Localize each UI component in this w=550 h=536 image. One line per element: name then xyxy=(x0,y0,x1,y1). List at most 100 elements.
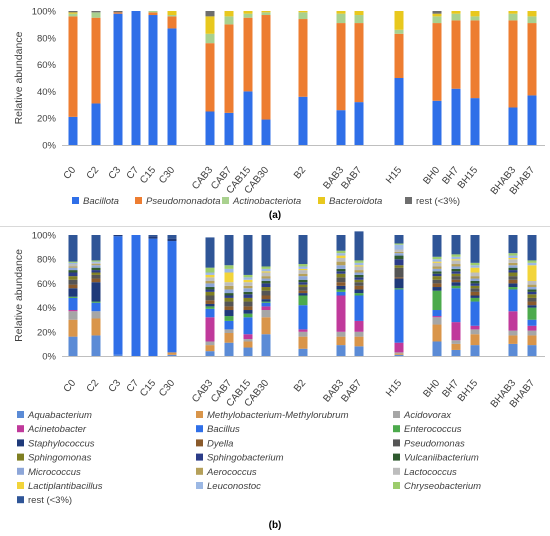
bar-segment xyxy=(68,288,78,297)
bar-segment xyxy=(394,29,404,34)
bar-segment xyxy=(205,317,215,342)
y-tick-label: 40% xyxy=(37,87,57,98)
bar-segment xyxy=(261,299,271,302)
x-tick-label: BAB7 xyxy=(339,165,364,192)
bar-segment xyxy=(167,28,177,146)
bar-segment xyxy=(354,336,364,347)
bar-segment xyxy=(432,100,442,145)
bar-segment xyxy=(336,23,346,111)
bar-segment xyxy=(451,322,461,341)
bar-segment xyxy=(148,15,158,145)
x-tick-label: C2 xyxy=(85,378,102,395)
bar-segment xyxy=(336,255,346,258)
bar-segment xyxy=(298,11,308,13)
bar-segment xyxy=(68,116,78,145)
bar-segment xyxy=(470,20,480,99)
bar-segment xyxy=(205,274,215,278)
legend-label: Aquabacterium xyxy=(27,410,92,421)
bar-segment xyxy=(451,11,461,14)
bar-segment xyxy=(336,291,346,296)
bar-segment xyxy=(298,273,308,277)
bar-segment xyxy=(470,345,480,356)
legend-label: Staphylococcus xyxy=(28,438,95,449)
bar-segment xyxy=(527,23,537,96)
bar-segment xyxy=(394,253,404,256)
legend-label: Dyella xyxy=(207,438,233,449)
legend-swatch xyxy=(17,467,24,475)
bar-segment xyxy=(394,255,404,260)
legend-label: Enterococcus xyxy=(404,424,462,435)
bar-segment xyxy=(336,331,346,337)
chart-panel-b: 0% 20% 40% 60% 80% 100% Relative abundance C0 C2… xyxy=(13,231,545,531)
bar-segment xyxy=(527,265,537,281)
bar-segment xyxy=(432,276,442,280)
bar-segment xyxy=(451,340,461,344)
x-tick-label: C3 xyxy=(107,165,124,182)
bar-segment xyxy=(113,13,123,146)
bar-segment xyxy=(68,279,78,285)
bar-segment xyxy=(68,266,78,268)
bar-segment xyxy=(451,259,461,261)
x-tick-label: C0 xyxy=(62,378,79,395)
bar-segment xyxy=(432,11,442,14)
bar-segment xyxy=(167,352,177,355)
legend-label: Micrococcus xyxy=(28,467,81,478)
bar-segment xyxy=(470,295,480,298)
bar-segment xyxy=(167,241,177,353)
bar-segment xyxy=(298,276,308,280)
bar-segment xyxy=(432,279,442,284)
bar-segment xyxy=(205,345,215,352)
bar-segment xyxy=(91,235,101,261)
bar-segment xyxy=(432,324,442,342)
bar-segment xyxy=(205,289,215,292)
bar-segment xyxy=(91,282,101,302)
bar-segment xyxy=(432,261,442,263)
bar-segment xyxy=(205,43,215,112)
bar-segment xyxy=(298,287,308,291)
bar-segment xyxy=(527,280,537,285)
bar-segment xyxy=(148,11,158,13)
bar-segment xyxy=(113,236,123,355)
legend-label: Acinetobacter xyxy=(27,424,87,435)
bar-segment xyxy=(91,302,101,312)
y-tick-label: 100% xyxy=(32,7,57,18)
bar-segment xyxy=(354,277,364,280)
bar-segment xyxy=(508,287,518,290)
bar-segment xyxy=(261,15,271,120)
legend-label: Bacteroidota xyxy=(329,196,382,207)
bar-segment xyxy=(527,287,537,290)
bar-segment xyxy=(224,272,234,283)
bar-segment xyxy=(224,306,234,311)
bar-segment xyxy=(470,285,480,289)
bar-segment xyxy=(394,235,404,244)
bar-segment xyxy=(224,112,234,145)
x-tick-label: C3 xyxy=(107,378,124,395)
legend-swatch xyxy=(196,411,203,418)
bar-segment xyxy=(298,266,308,269)
bar-segment xyxy=(167,354,177,356)
bar-segment xyxy=(394,277,404,279)
bar-segment xyxy=(354,272,364,275)
bar-segment xyxy=(394,244,404,250)
bar-segment xyxy=(394,342,404,353)
bar-segment xyxy=(527,305,537,308)
bar-segment xyxy=(243,235,253,275)
bar-segment xyxy=(224,16,234,25)
legend-swatch xyxy=(72,197,79,204)
bar-segment xyxy=(113,12,123,14)
bar-segment xyxy=(224,24,234,113)
x-tick-label: BAB7 xyxy=(339,378,364,405)
bar-segment xyxy=(336,271,346,274)
bar-segment xyxy=(148,238,158,356)
x-tick-label: C15 xyxy=(138,165,159,186)
chart-panel-a: 0% 20% 40% 60% 80% 100% Relative abundance C0 C2… xyxy=(13,7,545,221)
bar-segment xyxy=(91,265,101,268)
legend-swatch xyxy=(393,411,400,418)
bar-segment xyxy=(113,354,123,356)
bar-segment xyxy=(336,235,346,251)
bar-segment xyxy=(394,11,404,30)
bar-segment xyxy=(432,23,442,101)
bar-segment xyxy=(224,333,234,343)
x-tick-label: BH15 xyxy=(456,165,481,192)
bar-segment xyxy=(354,270,364,273)
